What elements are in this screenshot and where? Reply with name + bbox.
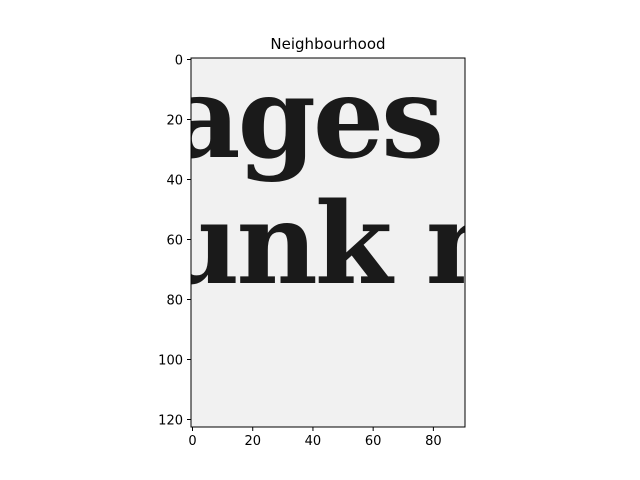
x-tick-label: 80 xyxy=(425,434,442,449)
y-tick-label: 20 xyxy=(166,114,183,129)
image-panel: ages unk m xyxy=(158,53,541,427)
x-tick-label: 40 xyxy=(305,434,322,449)
y-tick-label: 40 xyxy=(166,174,183,189)
y-tick-label: 60 xyxy=(166,234,183,249)
x-tick-label: 20 xyxy=(244,434,261,449)
chart-title: Neighbourhood xyxy=(270,35,385,53)
x-axis: 0 20 40 60 80 xyxy=(188,427,442,449)
image-text-line-2: unk m xyxy=(158,179,541,310)
plot-frame xyxy=(190,57,466,428)
y-tick-label: 120 xyxy=(158,414,183,429)
image-text-line-1: ages xyxy=(168,53,441,184)
y-tick-label: 100 xyxy=(158,354,183,369)
y-tick-label: 0 xyxy=(175,54,183,69)
y-axis: 0 20 40 60 80 100 120 xyxy=(158,54,191,429)
x-tick-label: 0 xyxy=(188,434,196,449)
x-tick-label: 60 xyxy=(365,434,382,449)
paper-background xyxy=(191,58,465,427)
y-tick-label: 80 xyxy=(166,294,183,309)
